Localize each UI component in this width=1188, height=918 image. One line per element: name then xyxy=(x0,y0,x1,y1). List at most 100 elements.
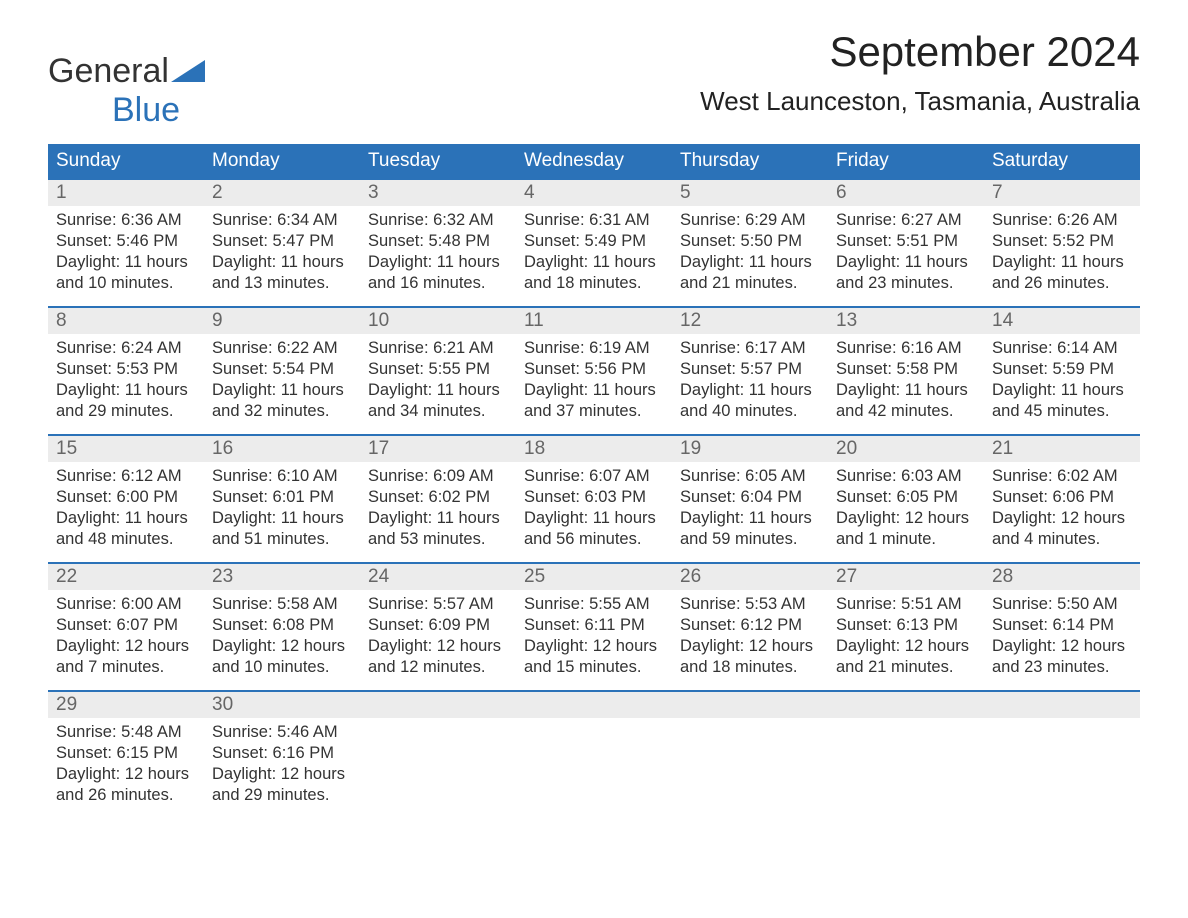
day-cell: 18Sunrise: 6:07 AMSunset: 6:03 PMDayligh… xyxy=(516,436,672,562)
sunrise-line: Sunrise: 6:10 AM xyxy=(212,466,352,487)
sunrise-line: Sunrise: 5:51 AM xyxy=(836,594,976,615)
day-number: 12 xyxy=(680,310,701,331)
week-row: 29Sunrise: 5:48 AMSunset: 6:15 PMDayligh… xyxy=(48,690,1140,818)
day-number: 3 xyxy=(368,182,379,203)
day-cell: 21Sunrise: 6:02 AMSunset: 6:06 PMDayligh… xyxy=(984,436,1140,562)
logo-triangle-icon xyxy=(171,60,205,87)
day-number: 15 xyxy=(56,438,77,459)
day-number: 1 xyxy=(56,182,67,203)
day-number: 8 xyxy=(56,310,67,331)
sunrise-line: Sunrise: 5:46 AM xyxy=(212,722,352,743)
day-number-row: 24 xyxy=(360,564,516,590)
day-cell xyxy=(984,692,1140,818)
sunrise-line: Sunrise: 6:12 AM xyxy=(56,466,196,487)
sunset-line: Sunset: 6:06 PM xyxy=(992,487,1132,508)
day-cell: 8 Sunrise: 6:24 AMSunset: 5:53 PMDaylight… xyxy=(48,308,204,434)
daylight-line: Daylight: 11 hours and 48 minutes. xyxy=(56,508,196,550)
sunset-line: Sunset: 5:58 PM xyxy=(836,359,976,380)
day-cell: 28 Sunrise: 5:50 AMSunset: 6:14 PMDayligh… xyxy=(984,564,1140,690)
day-cell: 25Sunrise: 5:55 AMSunset: 6:11 PMDayligh… xyxy=(516,564,672,690)
sunrise-line: Sunrise: 5:58 AM xyxy=(212,594,352,615)
daylight-line: Daylight: 12 hours and 23 minutes. xyxy=(992,636,1132,678)
day-number-row: 18 xyxy=(516,436,672,462)
day-cell: 27Sunrise: 5:51 AMSunset: 6:13 PMDayligh… xyxy=(828,564,984,690)
sunrise-line: Sunrise: 6:31 AM xyxy=(524,210,664,231)
day-number: 13 xyxy=(836,310,857,331)
daylight-line: Daylight: 11 hours and 29 minutes. xyxy=(56,380,196,422)
sunset-line: Sunset: 5:54 PM xyxy=(212,359,352,380)
day-cell: 23Sunrise: 5:58 AMSunset: 6:08 PMDayligh… xyxy=(204,564,360,690)
sunrise-line: Sunrise: 5:57 AM xyxy=(368,594,508,615)
sunrise-line: Sunrise: 6:00 AM xyxy=(56,594,196,615)
sunset-line: Sunset: 6:14 PM xyxy=(992,615,1132,636)
day-number-row: 12 xyxy=(672,308,828,334)
day-number: 22 xyxy=(56,566,77,587)
location: West Launceston, Tasmania, Australia xyxy=(700,86,1140,117)
day-number-row: 11 xyxy=(516,308,672,334)
sunset-line: Sunset: 5:53 PM xyxy=(56,359,196,380)
sunrise-line: Sunrise: 6:32 AM xyxy=(368,210,508,231)
sunset-line: Sunset: 6:15 PM xyxy=(56,743,196,764)
title-block: September 2024 West Launceston, Tasmania… xyxy=(700,28,1140,117)
daylight-line: Daylight: 11 hours and 10 minutes. xyxy=(56,252,196,294)
daylight-line: Daylight: 11 hours and 16 minutes. xyxy=(368,252,508,294)
daylight-line: Daylight: 12 hours and 4 minutes. xyxy=(992,508,1132,550)
sunset-line: Sunset: 5:59 PM xyxy=(992,359,1132,380)
calendar: SundayMondayTuesdayWednesdayThursdayFrid… xyxy=(48,144,1140,818)
day-number-row: 16 xyxy=(204,436,360,462)
logo: General Blue xyxy=(48,52,205,130)
sunset-line: Sunset: 5:55 PM xyxy=(368,359,508,380)
day-number-row: 22 xyxy=(48,564,204,590)
day-number-row: 3 xyxy=(360,180,516,206)
daylight-line: Daylight: 12 hours and 12 minutes. xyxy=(368,636,508,678)
day-cell: 26Sunrise: 5:53 AMSunset: 6:12 PMDayligh… xyxy=(672,564,828,690)
daylight-line: Daylight: 11 hours and 37 minutes. xyxy=(524,380,664,422)
day-number-row: 7 xyxy=(984,180,1140,206)
sunrise-line: Sunrise: 6:02 AM xyxy=(992,466,1132,487)
day-cell: 4Sunrise: 6:31 AMSunset: 5:49 PMDaylight… xyxy=(516,180,672,306)
empty-day-number-row xyxy=(672,692,828,718)
sunset-line: Sunset: 5:50 PM xyxy=(680,231,820,252)
daylight-line: Daylight: 12 hours and 18 minutes. xyxy=(680,636,820,678)
day-number: 11 xyxy=(524,310,544,331)
day-number: 28 xyxy=(992,566,1013,587)
daylight-line: Daylight: 11 hours and 42 minutes. xyxy=(836,380,976,422)
empty-day-number-row xyxy=(828,692,984,718)
day-number: 18 xyxy=(524,438,545,459)
day-number-row: 10 xyxy=(360,308,516,334)
sunset-line: Sunset: 6:09 PM xyxy=(368,615,508,636)
day-of-week-header: Saturday xyxy=(984,144,1140,178)
day-cell: 13Sunrise: 6:16 AMSunset: 5:58 PMDayligh… xyxy=(828,308,984,434)
day-cell: 14Sunrise: 6:14 AMSunset: 5:59 PMDayligh… xyxy=(984,308,1140,434)
week-row: 22 Sunrise: 6:00 AMSunset: 6:07 PM Dayligh… xyxy=(48,562,1140,690)
day-cell: 20Sunrise: 6:03 AMSunset: 6:05 PMDayligh… xyxy=(828,436,984,562)
daylight-line: Daylight: 11 hours and 40 minutes. xyxy=(680,380,820,422)
day-number: 30 xyxy=(212,694,233,715)
sunset-line: Sunset: 6:08 PM xyxy=(212,615,352,636)
daylight-line: Daylight: 12 hours and 21 minutes. xyxy=(836,636,976,678)
day-cell: 1Sunrise: 6:36 AMSunset: 5:46 PMDaylight… xyxy=(48,180,204,306)
day-number: 25 xyxy=(524,566,545,587)
daylight-line: Daylight: 11 hours and 26 minutes. xyxy=(992,252,1132,294)
sunset-line: Sunset: 6:07 PM xyxy=(56,615,196,636)
weeks-container: 1Sunrise: 6:36 AMSunset: 5:46 PMDaylight… xyxy=(48,178,1140,818)
day-number-row: 6 xyxy=(828,180,984,206)
sunset-line: Sunset: 6:11 PM xyxy=(524,615,664,636)
day-number-row: 30 xyxy=(204,692,360,718)
day-cell: 5Sunrise: 6:29 AMSunset: 5:50 PMDaylight… xyxy=(672,180,828,306)
day-cell xyxy=(672,692,828,818)
day-cell: 12Sunrise: 6:17 AMSunset: 5:57 PMDayligh… xyxy=(672,308,828,434)
day-number: 6 xyxy=(836,182,847,203)
sunrise-line: Sunrise: 5:50 AM xyxy=(992,594,1132,615)
day-cell: 29Sunrise: 5:48 AMSunset: 6:15 PMDayligh… xyxy=(48,692,204,818)
day-number-row: 1 xyxy=(48,180,204,206)
sunset-line: Sunset: 5:47 PM xyxy=(212,231,352,252)
sunrise-line: Sunrise: 6:24 AM xyxy=(56,338,196,359)
sunrise-line: Sunrise: 6:07 AM xyxy=(524,466,664,487)
day-number: 16 xyxy=(212,438,233,459)
day-cell: 16Sunrise: 6:10 AMSunset: 6:01 PMDayligh… xyxy=(204,436,360,562)
sunrise-line: Sunrise: 5:55 AM xyxy=(524,594,664,615)
sunset-line: Sunset: 5:56 PM xyxy=(524,359,664,380)
sunset-line: Sunset: 6:16 PM xyxy=(212,743,352,764)
day-cell: 19Sunrise: 6:05 AMSunset: 6:04 PMDayligh… xyxy=(672,436,828,562)
